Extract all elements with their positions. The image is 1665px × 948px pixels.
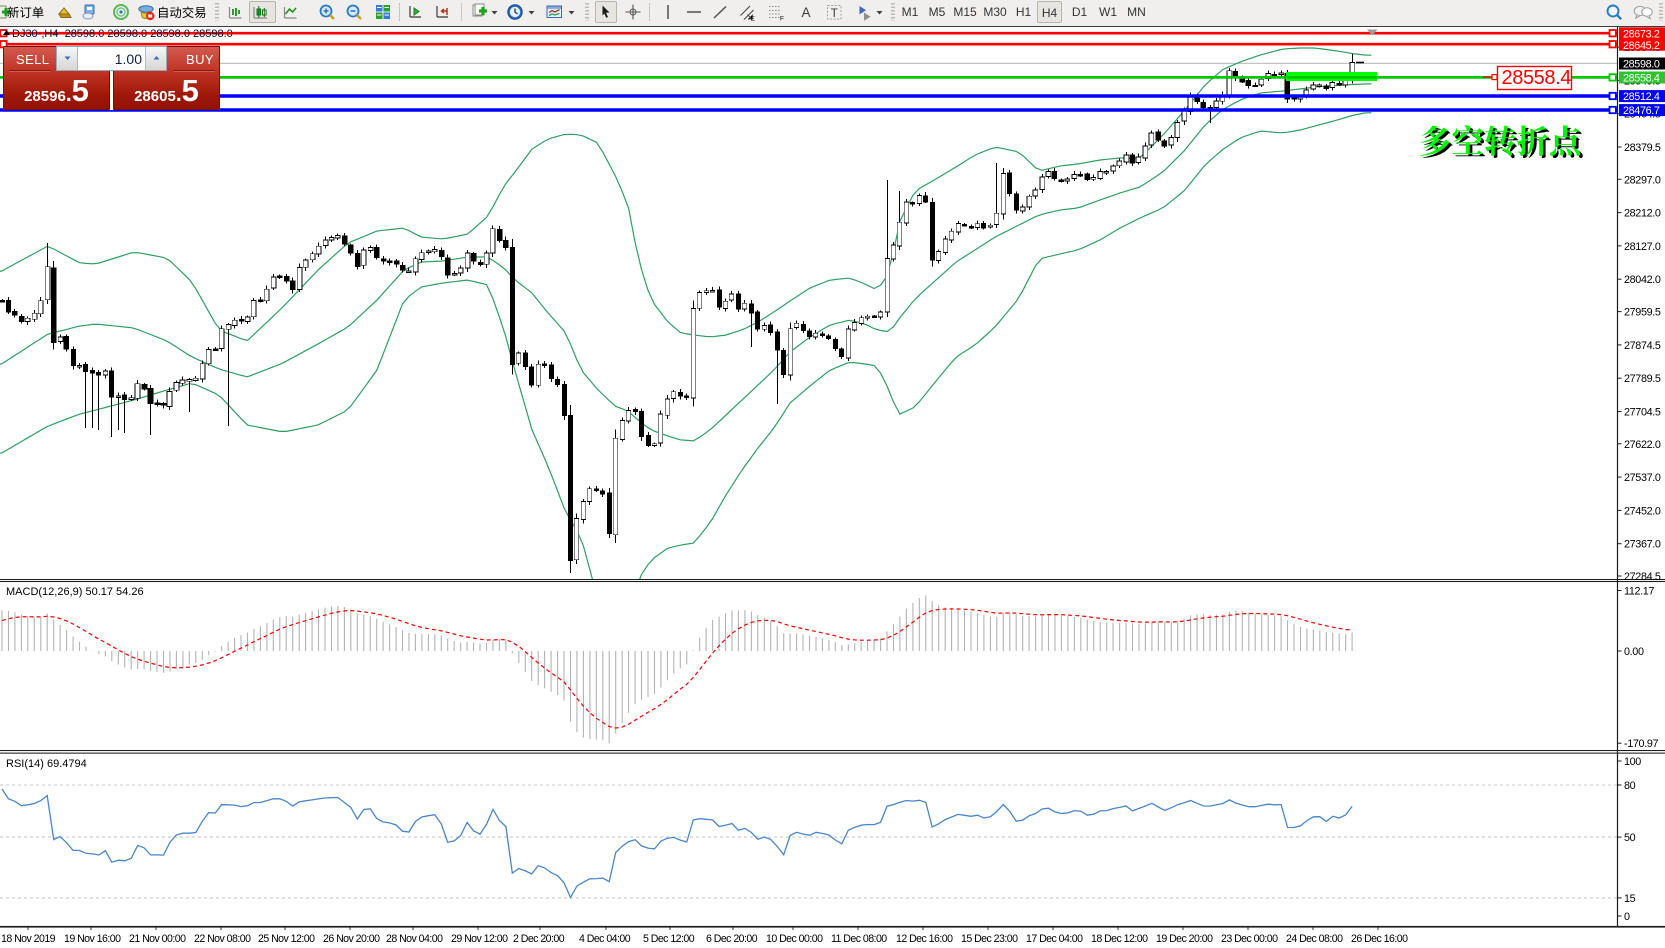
svg-text:T: T (831, 8, 838, 20)
svg-text:22 Nov 08:00: 22 Nov 08:00 (194, 933, 251, 945)
svg-text:19 Dec 20:00: 19 Dec 20:00 (1156, 933, 1213, 945)
svg-text:28 Nov 04:00: 28 Nov 04:00 (386, 933, 443, 945)
svg-text:15 Dec 23:00: 15 Dec 23:00 (961, 933, 1018, 945)
svg-text:27284.5: 27284.5 (1624, 571, 1661, 583)
svg-text:4 Dec 04:00: 4 Dec 04:00 (579, 933, 631, 945)
svg-text:28127.0: 28127.0 (1624, 241, 1661, 253)
svg-text:112.17: 112.17 (1624, 586, 1654, 598)
svg-text:0: 0 (1624, 911, 1630, 923)
svg-text:24 Dec 08:00: 24 Dec 08:00 (1286, 933, 1343, 945)
svg-text:23 Dec 00:00: 23 Dec 00:00 (1221, 933, 1278, 945)
svg-text:50: 50 (1624, 832, 1636, 844)
svg-text:10 Dec 00:00: 10 Dec 00:00 (766, 933, 823, 945)
svg-text:27452.0: 27452.0 (1624, 505, 1661, 517)
svg-text:27622.0: 27622.0 (1624, 439, 1661, 451)
svg-text:28297.0: 28297.0 (1624, 174, 1661, 186)
svg-text:E: E (751, 16, 756, 22)
svg-text:27789.5: 27789.5 (1624, 373, 1661, 385)
svg-text:-170.97: -170.97 (1624, 738, 1659, 750)
svg-text:6 Dec 20:00: 6 Dec 20:00 (706, 933, 758, 945)
svg-text:80: 80 (1624, 780, 1636, 792)
svg-text:15: 15 (1624, 893, 1636, 905)
svg-text:2 Dec 20:00: 2 Dec 20:00 (513, 933, 565, 945)
svg-text:28212.0: 28212.0 (1624, 208, 1661, 220)
svg-text:26 Dec 16:00: 26 Dec 16:00 (1351, 933, 1408, 945)
svg-text:RSI(14) 69.4794: RSI(14) 69.4794 (6, 758, 87, 770)
svg-text:27959.5: 27959.5 (1624, 307, 1661, 319)
svg-text:5 Dec 12:00: 5 Dec 12:00 (643, 933, 695, 945)
svg-text:28645.2: 28645.2 (1623, 40, 1660, 52)
svg-text:12 Dec 16:00: 12 Dec 16:00 (896, 933, 953, 945)
svg-text:29 Nov 12:00: 29 Nov 12:00 (451, 933, 508, 945)
svg-text:27367.0: 27367.0 (1624, 539, 1661, 551)
svg-text:17 Dec 04:00: 17 Dec 04:00 (1026, 933, 1083, 945)
svg-text:A: A (802, 5, 811, 20)
svg-text:MACD(12,26,9) 50.17 54.26: MACD(12,26,9) 50.17 54.26 (6, 586, 144, 598)
svg-text:28379.5: 28379.5 (1624, 142, 1661, 154)
svg-text:11 Dec 08:00: 11 Dec 08:00 (831, 933, 887, 945)
svg-text:28598.0: 28598.0 (1623, 59, 1660, 71)
svg-text:28476.7: 28476.7 (1623, 105, 1660, 117)
svg-text:27874.5: 27874.5 (1624, 340, 1661, 352)
svg-text:21 Nov 00:00: 21 Nov 00:00 (129, 933, 186, 945)
svg-text:0.00: 0.00 (1624, 646, 1644, 658)
svg-text:25 Nov 12:00: 25 Nov 12:00 (258, 933, 315, 945)
svg-text:28512.4: 28512.4 (1623, 91, 1660, 103)
svg-text:100: 100 (1624, 756, 1641, 768)
svg-text:F: F (780, 16, 784, 22)
svg-text:28558.4: 28558.4 (1623, 73, 1660, 85)
svg-text:26 Nov 20:00: 26 Nov 20:00 (323, 933, 380, 945)
svg-text:27537.0: 27537.0 (1624, 472, 1661, 484)
svg-text:18 Dec 12:00: 18 Dec 12:00 (1091, 933, 1148, 945)
svg-text:28558.4: 28558.4 (1502, 67, 1572, 89)
svg-text:18 Nov 2019: 18 Nov 2019 (1, 933, 56, 945)
svg-text:27704.5: 27704.5 (1624, 407, 1661, 419)
svg-text:DJ30-,H4 28598.0 28598.0 2859: DJ30-,H4 28598.0 28598.0 28598.0 28598.0 (12, 28, 233, 40)
svg-text:28673.2: 28673.2 (1623, 28, 1660, 40)
svg-text:28042.0: 28042.0 (1624, 274, 1661, 286)
svg-text:19 Nov 16:00: 19 Nov 16:00 (64, 933, 121, 945)
